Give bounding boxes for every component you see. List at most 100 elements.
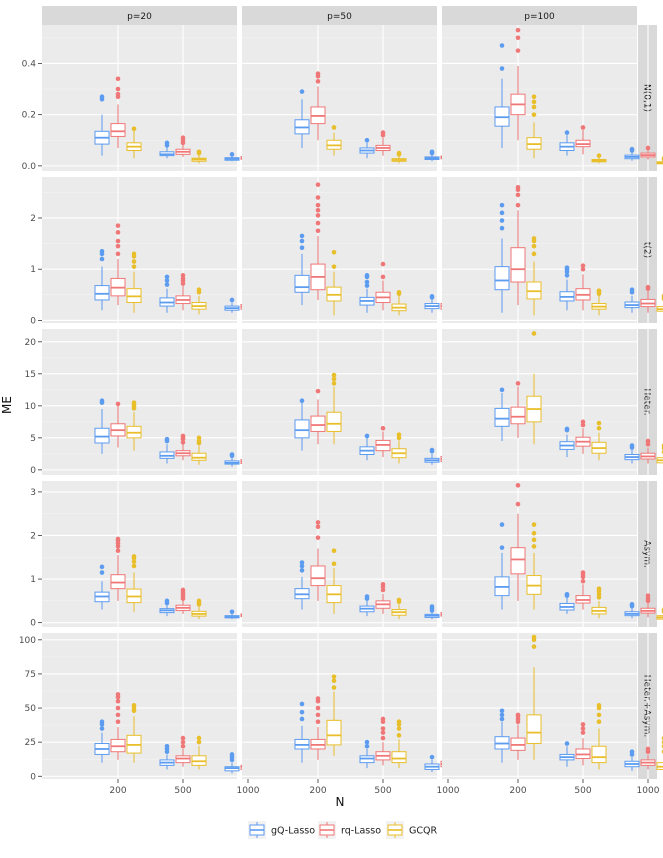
outlier-point	[180, 743, 186, 749]
outlier-point	[580, 730, 586, 735]
box-gq-lasso	[359, 137, 375, 159]
outlier-point	[196, 287, 202, 293]
box-gcqr	[591, 586, 607, 619]
outlier-point	[196, 735, 202, 741]
outlier-point	[531, 104, 537, 110]
column-strip	[442, 6, 637, 25]
outlier-point	[229, 452, 235, 457]
legend-item-gcqr: GCQR	[386, 821, 437, 839]
box-rq-lasso	[310, 520, 326, 601]
box-gcqr	[191, 435, 207, 465]
outlier-point	[429, 294, 435, 299]
outlier-point	[515, 202, 521, 208]
outlier-point	[396, 719, 402, 724]
outlier-point	[380, 726, 386, 731]
x-tick-label: 500	[374, 786, 391, 796]
outlier-point	[115, 230, 121, 235]
box-gq-lasso	[624, 146, 640, 161]
outlier-point	[331, 548, 337, 554]
box-gq-lasso	[624, 443, 640, 464]
box-gq-lasso	[224, 609, 240, 620]
panel	[42, 25, 272, 171]
outlier-point	[629, 443, 635, 448]
box-gq-lasso	[624, 287, 640, 313]
outlier-point	[99, 256, 105, 262]
outlier-point	[515, 483, 521, 488]
outlier-point	[331, 381, 337, 386]
box-body	[391, 751, 407, 764]
box-gcqr	[526, 331, 542, 445]
outlier-point	[531, 243, 537, 249]
box-gq-lasso	[494, 202, 510, 313]
outlier-point	[499, 66, 505, 71]
outlier-point	[164, 743, 170, 749]
outlier-point	[515, 381, 521, 386]
box-rq-lasso	[175, 735, 191, 767]
outlier-point	[299, 701, 305, 707]
box-gcqr	[526, 522, 542, 610]
panel-background	[242, 481, 437, 627]
outlier-point	[531, 530, 537, 536]
outlier-point	[315, 71, 321, 76]
y-tick-label: 2	[30, 531, 36, 541]
box-rq-lasso	[110, 223, 126, 306]
box-gq-lasso	[224, 152, 240, 162]
box-body	[494, 407, 510, 427]
outlier-point	[115, 86, 121, 92]
outlier-point	[531, 544, 537, 549]
outlier-point	[515, 712, 521, 718]
box-rq-lasso	[575, 263, 591, 311]
outlier-point	[499, 545, 505, 550]
outlier-point	[380, 425, 386, 431]
outlier-point	[596, 420, 602, 426]
legend: gQ-Lasso rq-Lasso GCQR	[248, 821, 437, 839]
outlier-point	[499, 708, 505, 714]
box-gcqr	[656, 443, 663, 464]
outlier-point	[564, 741, 570, 746]
outlier-point	[396, 726, 402, 731]
outlier-point	[164, 278, 170, 283]
box-gq-lasso	[159, 140, 175, 159]
box-gcqr	[391, 289, 407, 316]
box-rq-lasso	[310, 388, 326, 445]
y-tick-label: 10	[25, 402, 37, 412]
y-axis-title: ME	[0, 396, 14, 414]
row-strip-label: N(0,1)	[642, 84, 652, 112]
box-gq-lasso	[494, 522, 510, 610]
outlier-point	[645, 593, 651, 598]
y-tick-label: 0	[30, 619, 36, 629]
box-gq-lasso	[559, 265, 575, 311]
box-body	[294, 274, 310, 293]
box-rq-lasso	[110, 401, 126, 448]
legend-item-rq-lasso: rq-Lasso	[318, 821, 381, 839]
outlier-point	[315, 207, 321, 213]
outlier-point	[580, 570, 586, 575]
outlier-point	[299, 716, 305, 722]
outlier-point	[99, 726, 105, 731]
box-gcqr	[326, 125, 342, 156]
outlier-point	[629, 602, 635, 607]
panel-background	[442, 633, 637, 779]
outlier-point	[299, 560, 305, 565]
outlier-point	[531, 251, 537, 257]
y-tick-label: 0	[30, 316, 36, 326]
box-gcqr	[591, 420, 607, 461]
outlier-point	[531, 331, 537, 336]
box-gq-lasso	[294, 701, 310, 763]
outlier-point	[515, 501, 521, 507]
box-gq-lasso	[424, 294, 440, 313]
box-body	[510, 406, 526, 425]
outlier-point	[115, 692, 121, 697]
box-rq-lasso	[375, 130, 391, 156]
box-gq-lasso	[224, 752, 240, 774]
box-gq-lasso	[624, 602, 640, 619]
panel	[442, 177, 663, 323]
outlier-point	[515, 184, 521, 190]
box-body	[310, 415, 326, 432]
outlier-point	[315, 220, 321, 226]
outlier-point	[131, 559, 137, 564]
box-body	[510, 547, 526, 575]
column-strip-label: p=50	[327, 12, 352, 22]
outlier-point	[131, 259, 137, 264]
